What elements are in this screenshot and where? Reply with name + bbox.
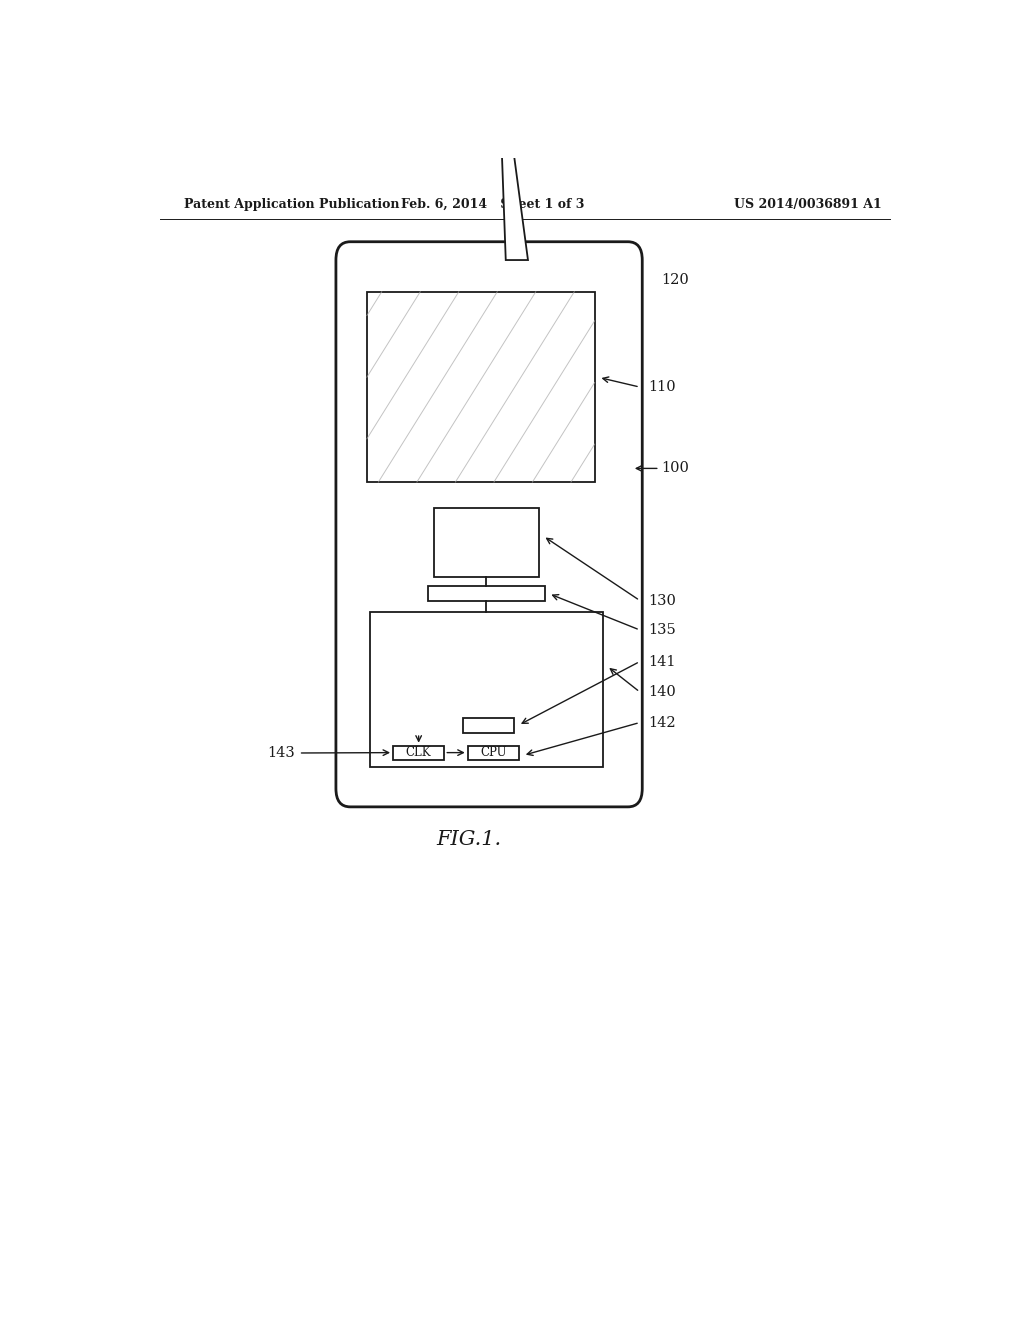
Text: 135: 135	[648, 623, 676, 638]
Text: Feb. 6, 2014   Sheet 1 of 3: Feb. 6, 2014 Sheet 1 of 3	[401, 198, 585, 211]
Text: 120: 120	[662, 273, 689, 288]
Bar	[468, 746, 519, 759]
Text: US 2014/0036891 A1: US 2014/0036891 A1	[734, 198, 882, 211]
Bar	[428, 586, 545, 601]
Text: 141: 141	[648, 655, 675, 668]
Text: 100: 100	[662, 462, 689, 475]
Text: 142: 142	[648, 715, 676, 730]
Text: Patent Application Publication: Patent Application Publication	[183, 198, 399, 211]
Bar	[367, 292, 595, 482]
Text: 110: 110	[648, 380, 676, 395]
Text: 143: 143	[267, 746, 295, 760]
Text: FIG.1.: FIG.1.	[436, 830, 502, 849]
Polygon shape	[501, 112, 528, 260]
FancyBboxPatch shape	[336, 242, 642, 807]
Bar	[393, 746, 444, 759]
Text: CLK: CLK	[406, 746, 431, 759]
Bar	[433, 508, 539, 577]
Bar	[370, 611, 603, 767]
Bar	[463, 718, 514, 733]
Text: CPU: CPU	[480, 746, 507, 759]
Text: 140: 140	[648, 685, 676, 700]
Text: 130: 130	[648, 594, 676, 607]
